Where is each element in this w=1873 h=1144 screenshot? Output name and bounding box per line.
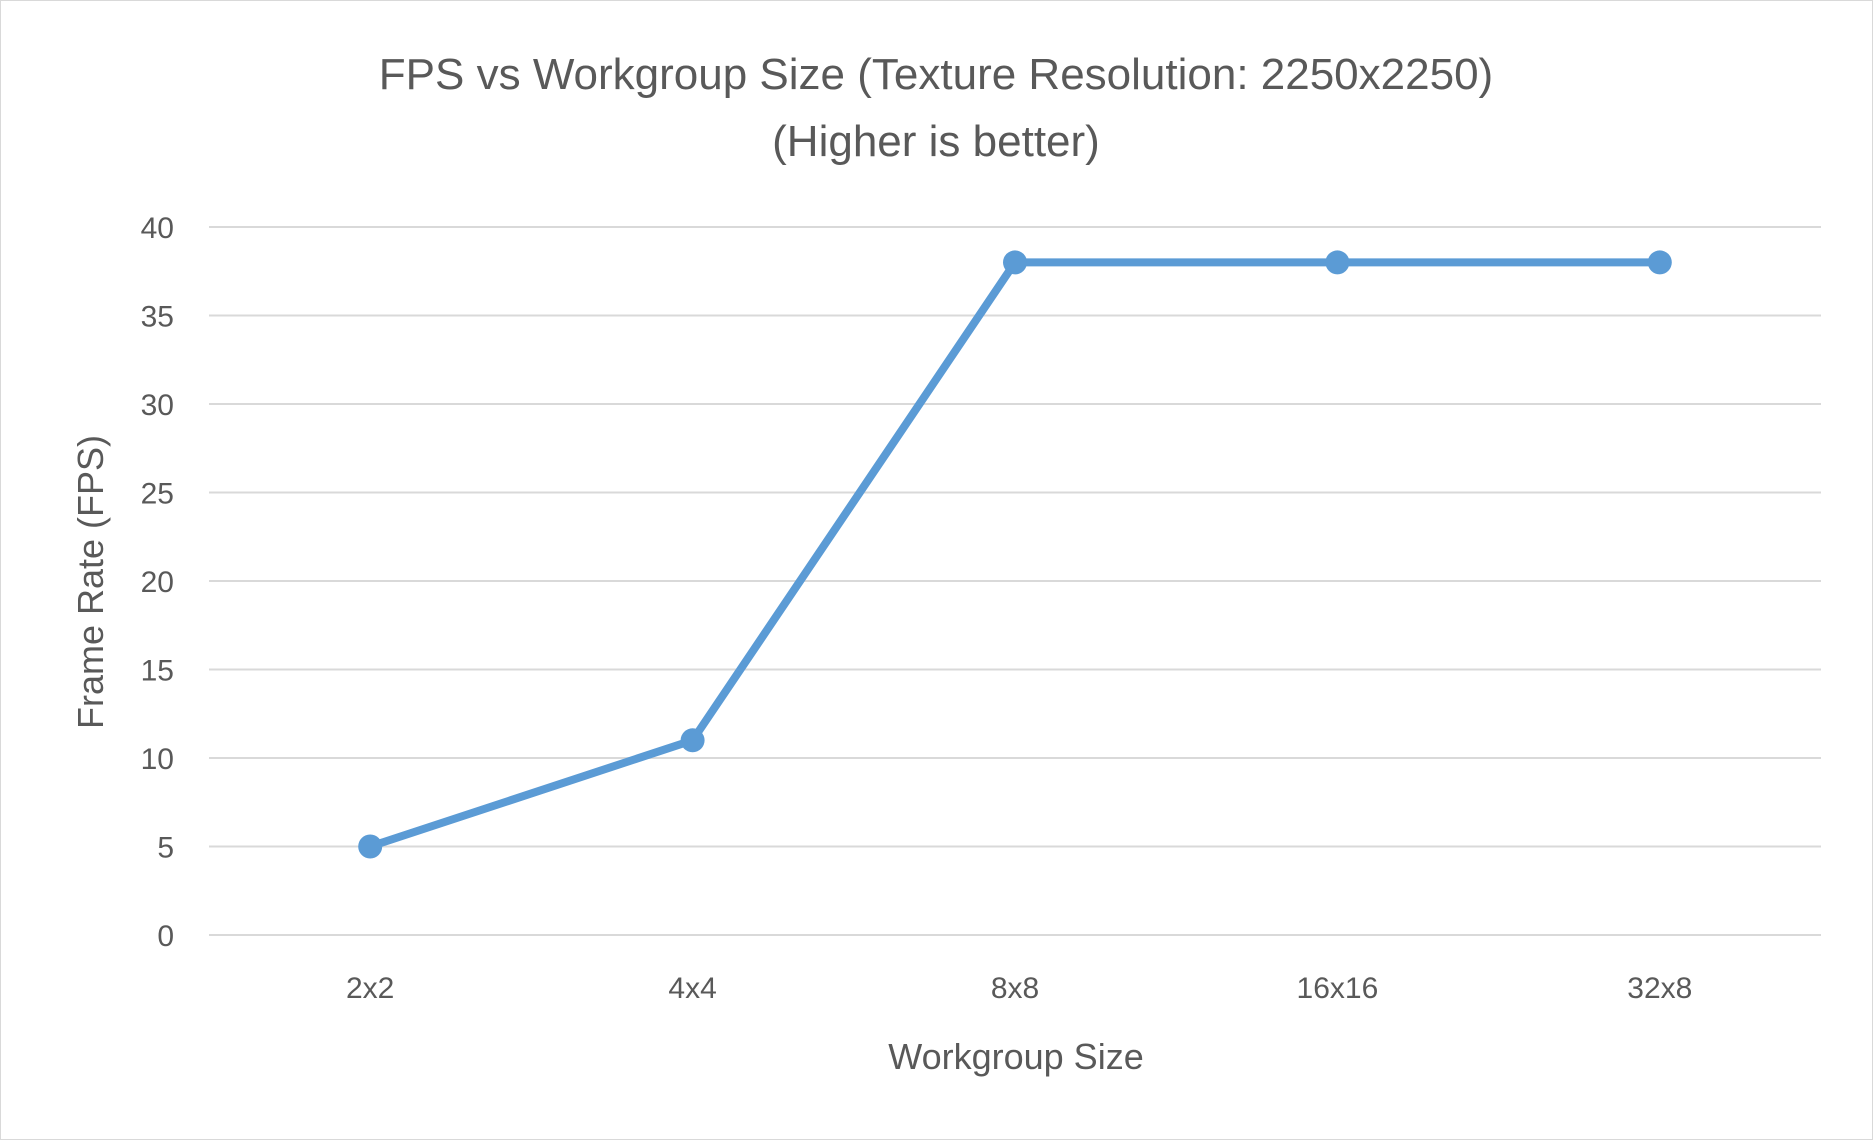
y-tick-label: 5 [157,832,174,865]
data-point-2x2 [358,834,383,859]
y-tick-label: 10 [141,743,174,776]
x-tick-label: 16x16 [1297,972,1379,1005]
data-point-4x4 [680,728,705,753]
x-tick-label: 8x8 [991,972,1039,1005]
y-tick-label: 0 [157,920,174,953]
chart-subtitle: (Higher is better) [772,117,1100,166]
y-axis-ticks: 0 5 10 15 20 25 30 35 40 [141,212,174,953]
y-tick-label: 40 [141,212,174,245]
y-tick-label: 25 [141,478,174,511]
x-axis-title: Workgroup Size [888,1036,1143,1077]
y-tick-label: 15 [141,655,174,688]
chart-title: FPS vs Workgroup Size (Texture Resolutio… [379,50,1493,99]
y-tick-label: 30 [141,389,174,422]
y-tick-label: 20 [141,566,174,599]
y-axis-title: Frame Rate (FPS) [70,435,111,729]
x-axis-ticks: 2x2 4x4 8x8 16x16 32x8 [346,972,1692,1005]
x-tick-label: 2x2 [346,972,394,1005]
x-tick-label: 32x8 [1627,972,1692,1005]
x-tick-label: 4x4 [668,972,716,1005]
series-layer [358,250,1672,859]
gridlines [209,226,1821,936]
y-tick-label: 35 [141,301,174,334]
data-point-8x8 [1003,250,1027,275]
data-point-32x8 [1647,250,1672,275]
data-point-16x16 [1325,250,1350,275]
